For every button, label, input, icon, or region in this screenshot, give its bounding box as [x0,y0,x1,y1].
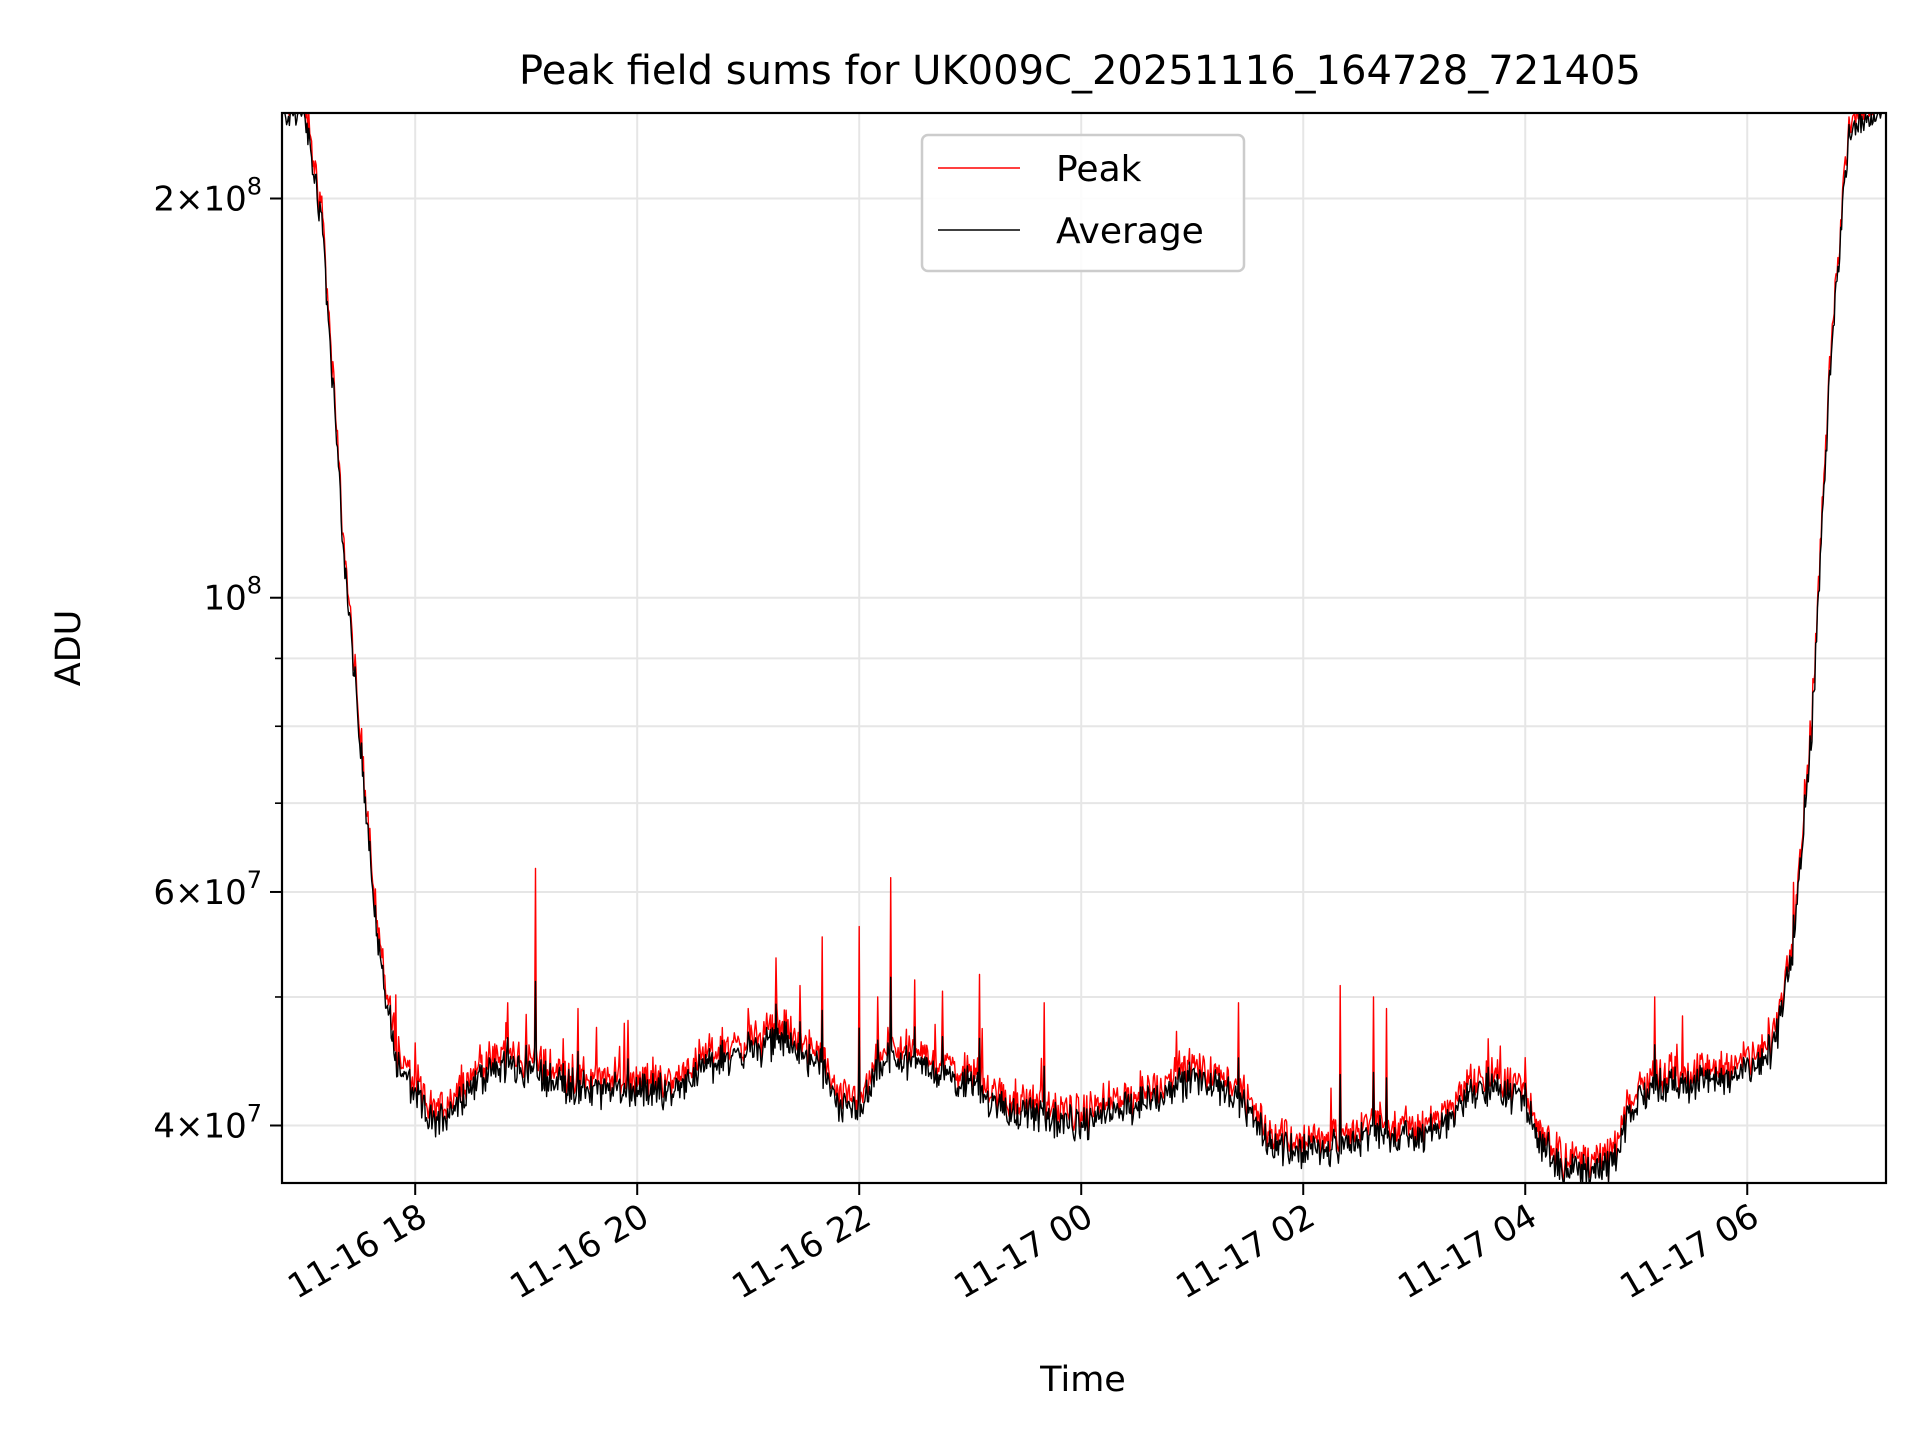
series-average-line [282,112,1886,1184]
y-tick-label: 6×107 [153,866,262,913]
x-tick-label: 11-17 04 [1391,1196,1543,1307]
y-axis-label: ADU [49,610,89,687]
x-tick-label: 11-17 06 [1613,1196,1765,1307]
legend-peak-label: Peak [1056,149,1142,190]
legend: Peak Average [920,133,1246,273]
plot-frame [280,111,1888,1185]
x-axis-label: Time [1039,1360,1126,1400]
legend-box [920,133,1246,273]
grid [282,113,1886,1183]
chart-title: Peak field sums for UK009C_20251116_1647… [519,48,1641,94]
x-axis: 11-16 18 11-16 20 11-16 22 11-17 00 11-17 02… [281,1183,1766,1307]
x-tick-label: 11-16 22 [725,1196,877,1307]
series-peak-line [282,112,1886,1181]
x-tick-label: 11-17 02 [1169,1196,1321,1307]
legend-average-label: Average [1056,211,1204,252]
x-tick-label: 11-16 18 [281,1196,433,1307]
y-tick-label: 4×107 [153,1100,262,1147]
x-tick-label: 11-17 00 [947,1196,1099,1307]
y-tick-label: 2×108 [153,172,262,219]
y-axis: 4×107 6×107 108 2×108 [153,172,282,1147]
y-tick-label: 108 [203,572,262,619]
plot-lines [282,112,1886,1184]
x-tick-label: 11-16 20 [503,1196,655,1307]
